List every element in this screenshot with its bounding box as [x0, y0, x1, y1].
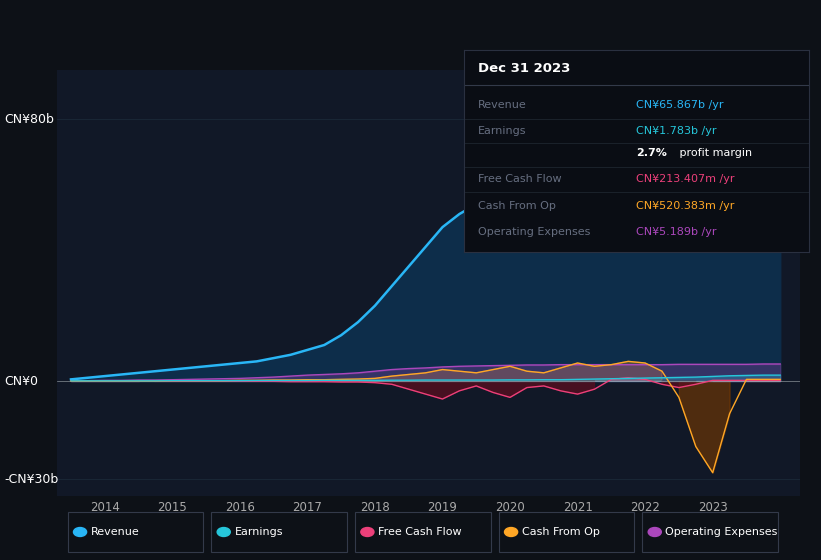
Text: CN¥213.407m /yr: CN¥213.407m /yr: [636, 174, 735, 184]
Text: Revenue: Revenue: [478, 100, 526, 110]
Text: Dec 31 2023: Dec 31 2023: [478, 63, 570, 76]
Text: CN¥65.867b /yr: CN¥65.867b /yr: [636, 100, 724, 110]
Text: -CN¥30b: -CN¥30b: [4, 473, 58, 486]
Text: CN¥0: CN¥0: [4, 375, 38, 388]
Text: Free Cash Flow: Free Cash Flow: [378, 527, 461, 537]
Text: Earnings: Earnings: [235, 527, 283, 537]
Text: Cash From Op: Cash From Op: [478, 200, 556, 211]
Text: Operating Expenses: Operating Expenses: [665, 527, 777, 537]
Text: CN¥1.783b /yr: CN¥1.783b /yr: [636, 126, 717, 136]
Text: Revenue: Revenue: [91, 527, 140, 537]
Text: CN¥80b: CN¥80b: [4, 113, 54, 125]
Text: Earnings: Earnings: [478, 126, 526, 136]
Text: CN¥520.383m /yr: CN¥520.383m /yr: [636, 200, 735, 211]
Text: profit margin: profit margin: [676, 148, 752, 158]
Text: Operating Expenses: Operating Expenses: [478, 227, 590, 237]
Text: CN¥5.189b /yr: CN¥5.189b /yr: [636, 227, 717, 237]
Text: 2.7%: 2.7%: [636, 148, 667, 158]
Text: Free Cash Flow: Free Cash Flow: [478, 174, 562, 184]
Text: Cash From Op: Cash From Op: [522, 527, 599, 537]
